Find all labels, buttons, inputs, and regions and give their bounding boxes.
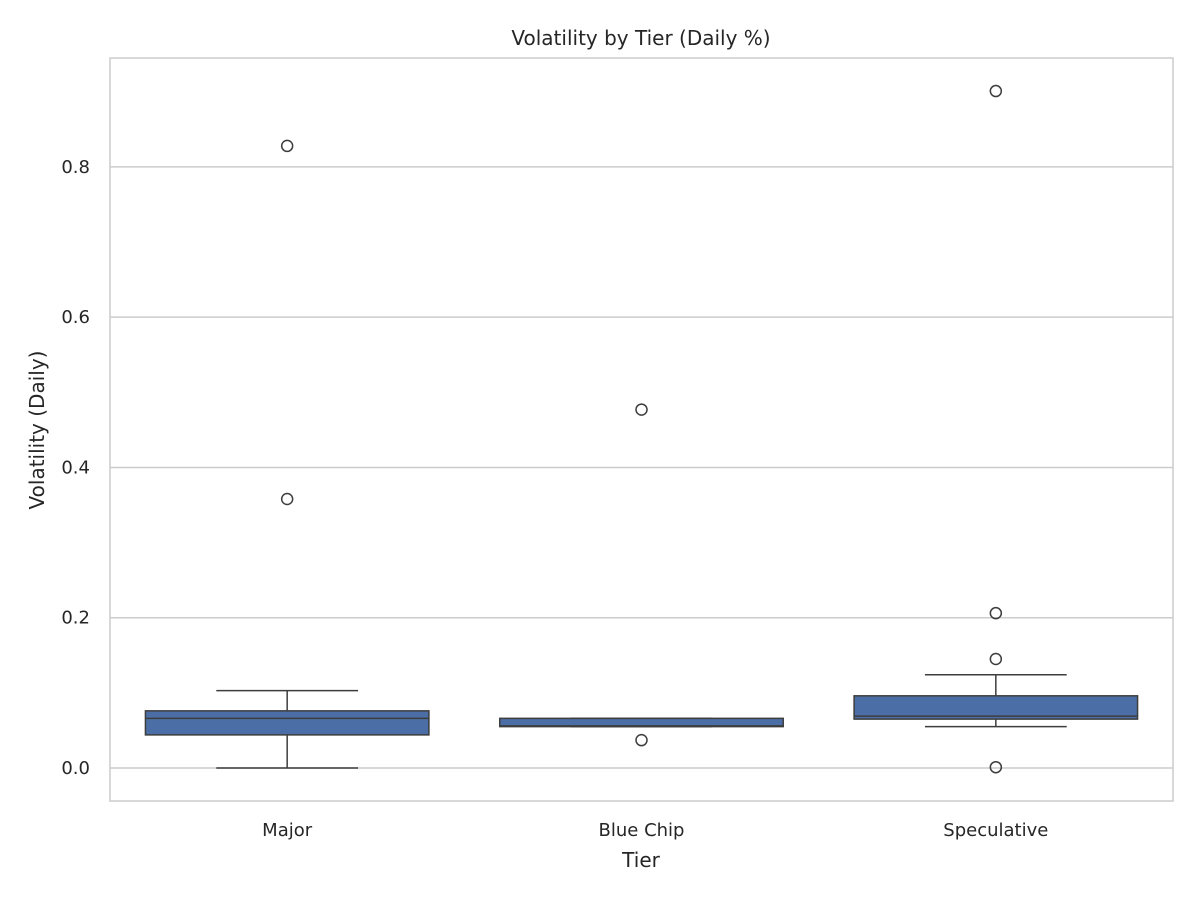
outlier-point (280, 139, 294, 153)
outlier-point (635, 403, 648, 416)
y-tick-label: 0.2 (61, 608, 90, 629)
y-tick-label: 0.6 (61, 307, 90, 328)
outlier-point (280, 492, 294, 506)
x-tick-label: Major (262, 820, 313, 841)
outlier-point (989, 760, 1003, 774)
x-tick-label: Blue Chip (599, 820, 685, 841)
outlier-point (635, 733, 648, 747)
box-plot-series (144, 84, 1139, 774)
y-tick-label: 0.0 (61, 758, 90, 779)
x-axis-ticks: Major Blue Chip Speculative (262, 820, 1048, 841)
box-group-blue-chip (499, 403, 784, 747)
y-axis-ticks: 0.0 0.2 0.4 0.6 0.8 (61, 157, 90, 779)
iqr-box (144, 710, 430, 736)
x-tick-label: Speculative (943, 820, 1048, 841)
box-group-speculative (853, 84, 1139, 774)
grid-lines (110, 166, 1173, 769)
y-tick-label: 0.8 (61, 157, 90, 178)
iqr-box (499, 717, 784, 728)
box-group-major (144, 139, 430, 769)
outlier-point (989, 606, 1003, 620)
plot-frame (109, 57, 1174, 802)
chart-title: Volatility by Tier (Daily %) (511, 26, 770, 50)
x-axis-label: Tier (621, 848, 660, 872)
iqr-box (853, 695, 1139, 720)
y-axis-label: Volatility (Daily) (25, 351, 49, 510)
outlier-point (989, 652, 1003, 666)
y-tick-label: 0.4 (61, 457, 90, 478)
outlier-point (989, 84, 1003, 98)
